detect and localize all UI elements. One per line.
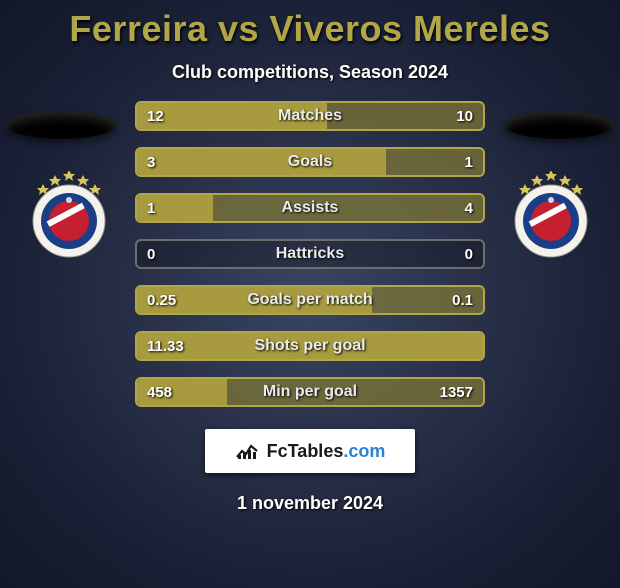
platform-right	[504, 111, 614, 139]
stat-label: Min per goal	[207, 383, 413, 401]
stat-value-right: 4	[413, 200, 483, 217]
date-text: 1 november 2024	[0, 493, 620, 514]
brand-suffix: .com	[343, 441, 385, 461]
footer-brand: FcTables.com	[205, 429, 415, 473]
stat-row: 1Assists4	[135, 193, 485, 223]
stat-value-left: 0.25	[137, 292, 207, 309]
club-badge-right	[507, 171, 595, 259]
stat-row: 3Goals1	[135, 147, 485, 177]
stat-row: 458Min per goal1357	[135, 377, 485, 407]
subtitle: Club competitions, Season 2024	[0, 62, 620, 83]
club-badge-left	[25, 171, 113, 259]
stat-label: Hattricks	[207, 245, 413, 263]
stat-value-right: 1357	[413, 384, 483, 401]
stat-label: Goals per match	[207, 291, 413, 309]
stat-row: 0.25Goals per match0.1	[135, 285, 485, 315]
stat-value-left: 1	[137, 200, 207, 217]
stat-label: Assists	[207, 199, 413, 217]
page-title: Ferreira vs Viveros Mereles	[0, 8, 620, 50]
stat-value-right: 1	[413, 154, 483, 171]
chart-icon	[235, 441, 261, 461]
stat-value-left: 0	[137, 246, 207, 263]
stat-value-left: 12	[137, 108, 207, 125]
stat-value-right: 0.1	[413, 292, 483, 309]
stat-value-left: 458	[137, 384, 207, 401]
comparison-arena: 12Matches103Goals11Assists40Hattricks00.…	[0, 101, 620, 407]
stat-value-right: 0	[413, 246, 483, 263]
stat-row: 12Matches10	[135, 101, 485, 131]
stat-label: Goals	[207, 153, 413, 171]
stat-row: 11.33Shots per goal	[135, 331, 485, 361]
stat-value-left: 3	[137, 154, 207, 171]
footer-brand-text: FcTables.com	[267, 441, 386, 462]
stat-value-right: 10	[413, 108, 483, 125]
stat-rows: 12Matches103Goals11Assists40Hattricks00.…	[135, 101, 485, 407]
stat-label: Matches	[207, 107, 413, 125]
stat-label: Shots per goal	[207, 337, 413, 355]
brand-prefix: FcTables	[267, 441, 344, 461]
stat-row: 0Hattricks0	[135, 239, 485, 269]
platform-left	[6, 111, 116, 139]
stat-value-left: 11.33	[137, 338, 207, 355]
